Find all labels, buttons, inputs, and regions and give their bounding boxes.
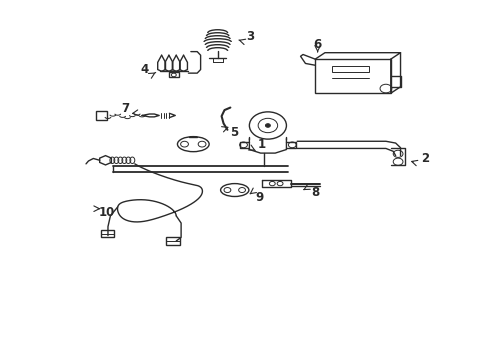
Text: 10: 10 (99, 207, 115, 220)
Bar (331, 66, 368, 72)
Bar (101, 230, 114, 237)
Text: 2: 2 (420, 152, 428, 165)
Text: 4: 4 (140, 63, 148, 76)
Text: 6: 6 (313, 38, 321, 51)
Text: 1: 1 (257, 138, 265, 151)
Text: 7: 7 (121, 103, 129, 116)
Circle shape (265, 124, 270, 127)
Text: 3: 3 (246, 30, 254, 43)
Bar (166, 237, 180, 244)
Text: 8: 8 (310, 186, 319, 199)
Text: 9: 9 (254, 192, 263, 204)
Bar (168, 72, 178, 77)
Text: 5: 5 (229, 126, 237, 139)
Bar (315, 59, 390, 93)
Bar (96, 111, 106, 120)
